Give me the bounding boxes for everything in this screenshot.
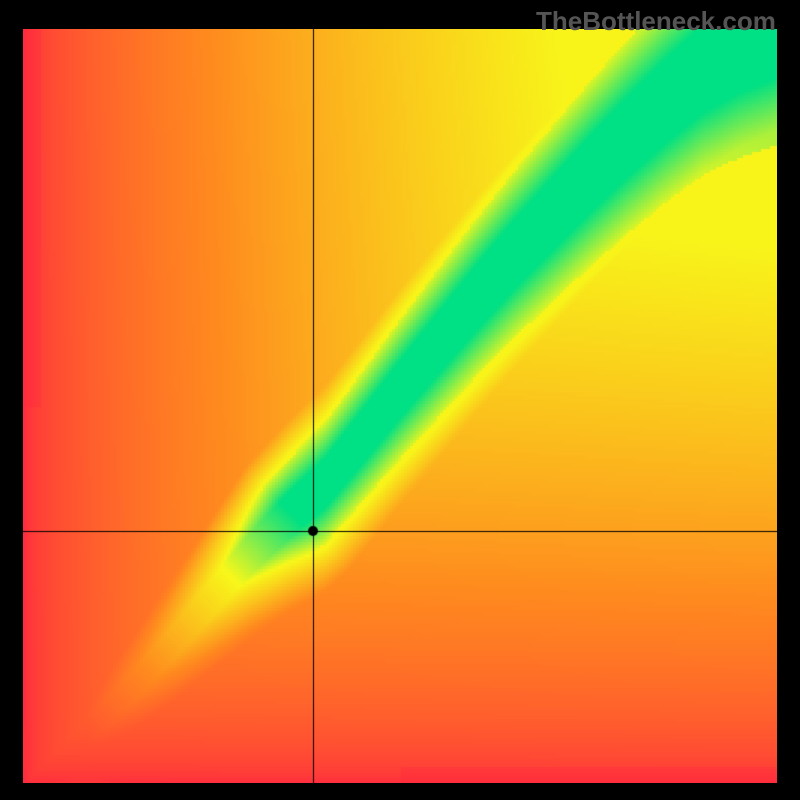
- bottleneck-heatmap: [23, 29, 777, 783]
- chart-container: TheBottleneck.com: [0, 0, 800, 800]
- watermark-text: TheBottleneck.com: [536, 6, 776, 37]
